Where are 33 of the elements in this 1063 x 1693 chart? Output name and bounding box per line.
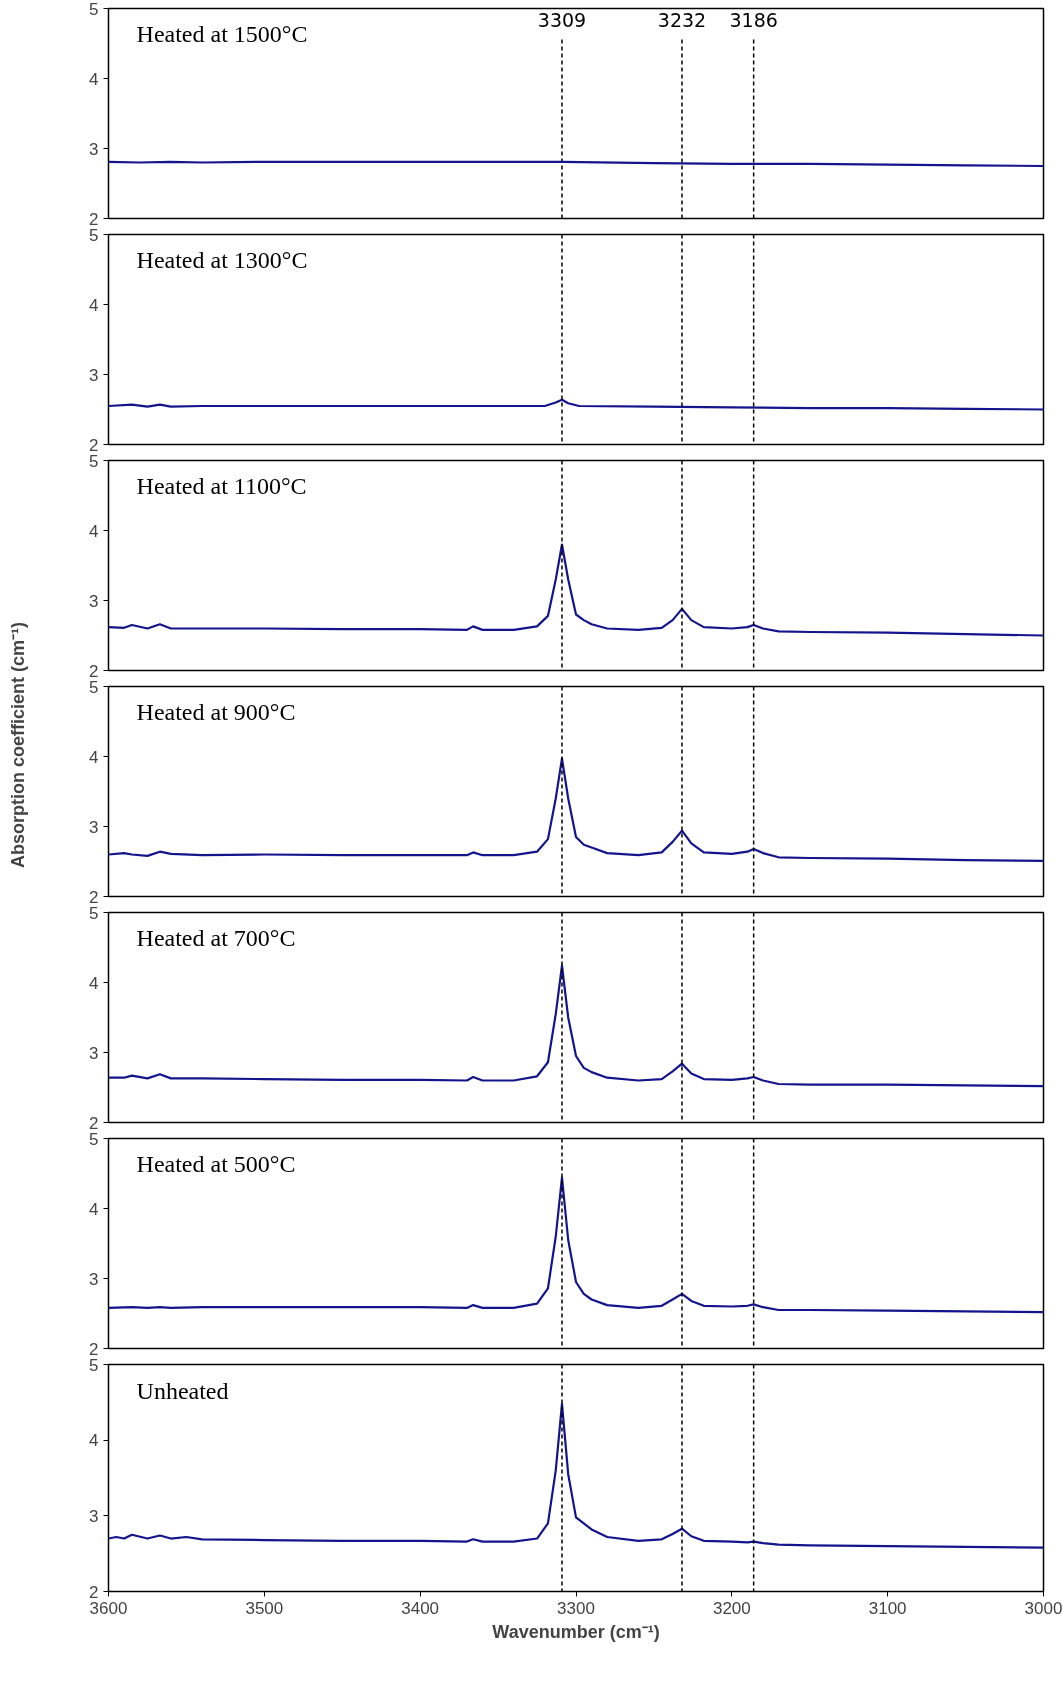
x-axis-title: Wavenumber (cm⁻¹) xyxy=(492,1621,660,1642)
ref-line-label: 3186 xyxy=(729,8,778,31)
y-tick-label: 3 xyxy=(89,365,99,385)
y-tick-label: 4 xyxy=(89,1199,99,1219)
ref-line-label: 3232 xyxy=(657,8,707,31)
y-axis-title: Absorption coefficient (cm⁻¹) xyxy=(7,622,30,869)
y-tick-label: 5 xyxy=(89,0,99,19)
y-tick-label: 4 xyxy=(89,521,99,541)
y-tick-label: 3 xyxy=(89,139,99,159)
y-tick-label: 4 xyxy=(89,747,99,767)
y-tick-label: 4 xyxy=(89,69,99,89)
x-tick-label: 3300 xyxy=(557,1598,595,1618)
x-tick-label: 3500 xyxy=(245,1598,284,1618)
y-tick-label: 3 xyxy=(89,1043,99,1063)
x-tick-label: 3200 xyxy=(712,1598,751,1618)
y-tick-label: 3 xyxy=(89,1506,99,1526)
annotation: Heated at 500°C xyxy=(136,1151,296,1178)
y-tick-label: 4 xyxy=(89,295,99,315)
annotation: Heated at 700°C xyxy=(136,925,296,952)
annotation: Heated at 1100°C xyxy=(136,473,307,500)
y-tick-label: 4 xyxy=(89,1431,99,1451)
annotation: Unheated xyxy=(136,1378,229,1405)
x-tick-label: 3400 xyxy=(401,1598,440,1618)
y-tick-label: 3 xyxy=(89,817,99,837)
ref-line-label: 3309 xyxy=(537,8,587,31)
x-tick-label: 3100 xyxy=(868,1598,907,1618)
annotation: Heated at 1300°C xyxy=(136,247,308,274)
x-tick-label: 3000 xyxy=(1024,1598,1063,1618)
y-tick-label: 3 xyxy=(89,1269,99,1289)
annotation: Heated at 1500°C xyxy=(136,21,308,48)
annotation: Heated at 900°C xyxy=(136,699,296,726)
y-tick-label: 4 xyxy=(89,973,99,993)
y-tick-label: 3 xyxy=(89,591,99,611)
